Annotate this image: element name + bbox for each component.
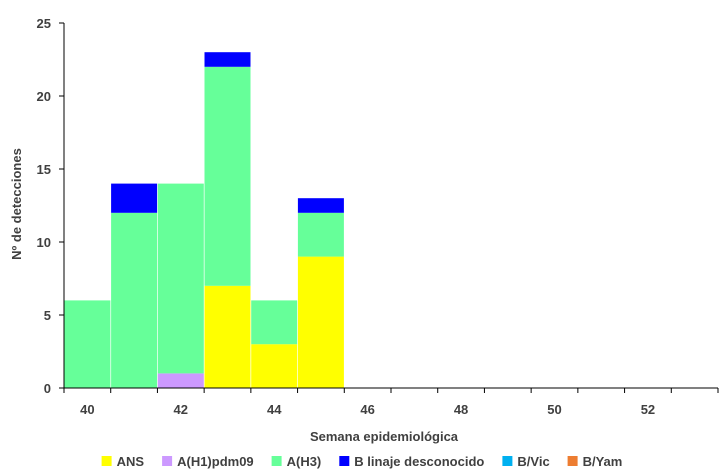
bar-segment — [204, 66, 251, 286]
legend: ANS A(H1)pdm09 A(H3) B linaje desconocido B/… — [101, 454, 623, 469]
legend-swatch — [101, 456, 112, 466]
legend-item: B/Yam — [567, 454, 623, 469]
legend-swatch — [271, 456, 282, 466]
x-tick-label: 46 — [360, 402, 374, 417]
legend-label: B/Vic — [517, 454, 549, 469]
bar-segment — [251, 300, 298, 345]
bar-segment — [64, 300, 111, 388]
y-axis-title: Nº de detecciones — [9, 148, 24, 260]
bar-segment — [297, 256, 344, 388]
legend-label: A(H1)pdm09 — [177, 454, 254, 469]
legend-swatch — [502, 456, 513, 466]
x-tick-label: 52 — [641, 402, 655, 417]
legend-label: ANS — [117, 454, 145, 469]
bar-segment — [111, 183, 158, 213]
y-tick-label: 25 — [37, 16, 51, 31]
bar-segment — [297, 198, 344, 213]
x-tick-label: 40 — [80, 402, 94, 417]
bar-segment — [111, 212, 158, 388]
legend-swatch — [162, 456, 173, 466]
legend-swatch — [567, 456, 578, 466]
bar-segment — [157, 183, 204, 374]
y-tick-label: 15 — [37, 162, 51, 177]
bar-segment — [297, 212, 344, 257]
x-tick-label: 44 — [267, 402, 282, 417]
legend-item: A(H1)pdm09 — [162, 454, 254, 469]
legend-item: ANS — [101, 454, 145, 469]
y-tick-label: 0 — [44, 381, 51, 396]
ticks-layer: 0 5 10 15 20 25 40 42 44 46 48 50 52 — [37, 16, 719, 417]
legend-label: B linaje desconocido — [354, 454, 484, 469]
x-tick-label: 50 — [547, 402, 561, 417]
legend-label: B/Yam — [583, 454, 623, 469]
bars-layer — [64, 52, 344, 388]
legend-item: A(H3) — [271, 454, 322, 469]
legend-item: B linaje desconocido — [339, 454, 484, 469]
legend-label: A(H3) — [287, 454, 322, 469]
x-axis-title: Semana epidemiológica — [310, 429, 459, 444]
bar-segment — [251, 344, 298, 388]
y-tick-label: 20 — [37, 89, 51, 104]
bar-segment — [204, 52, 251, 67]
x-tick-label: 42 — [174, 402, 188, 417]
y-tick-label: 10 — [37, 235, 51, 250]
legend-swatch — [339, 456, 350, 466]
bar-segment — [157, 373, 204, 388]
y-tick-label: 5 — [44, 308, 51, 323]
bar-segment — [204, 285, 251, 388]
x-tick-label: 48 — [454, 402, 468, 417]
legend-item: B/Vic — [502, 454, 550, 469]
